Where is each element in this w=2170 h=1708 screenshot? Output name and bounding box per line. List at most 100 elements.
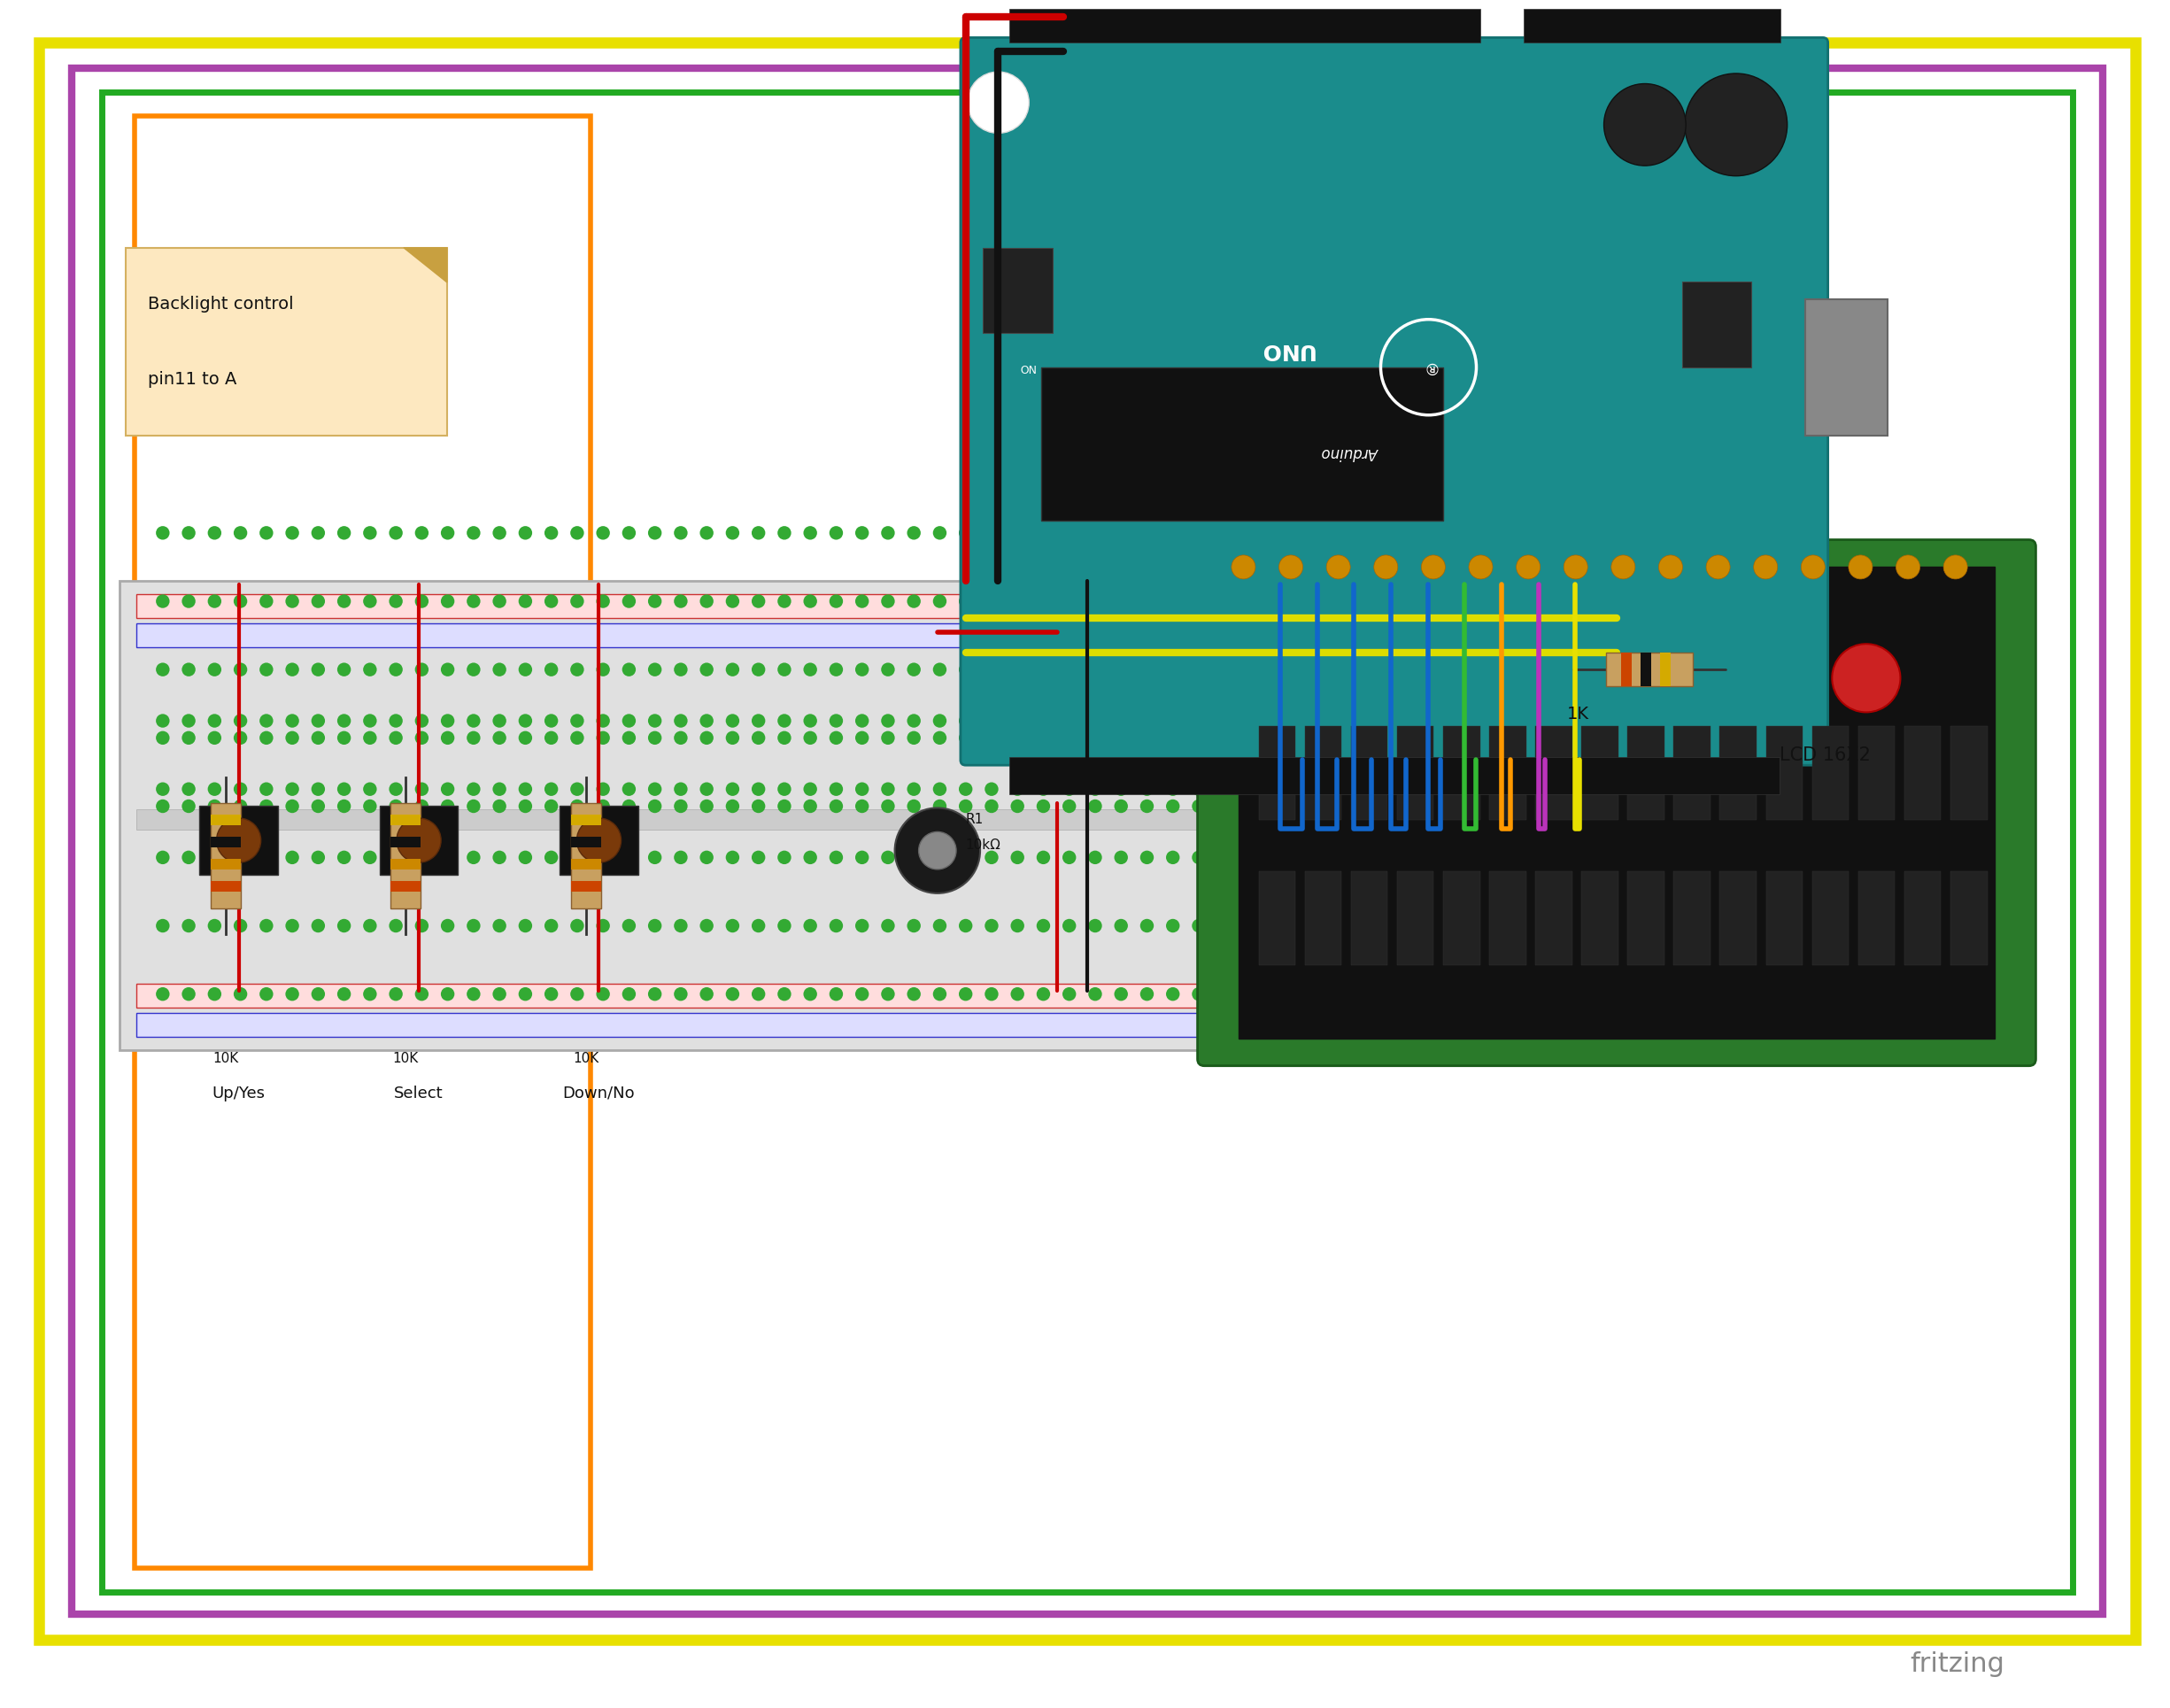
Circle shape (725, 731, 740, 745)
Circle shape (881, 851, 894, 864)
Circle shape (310, 714, 326, 728)
Circle shape (1478, 714, 1491, 728)
Circle shape (1452, 987, 1465, 1001)
Circle shape (1478, 731, 1491, 745)
Circle shape (493, 526, 506, 540)
Circle shape (751, 714, 766, 728)
FancyBboxPatch shape (961, 38, 1827, 765)
Circle shape (1400, 919, 1413, 933)
Circle shape (1684, 663, 1697, 676)
Circle shape (985, 919, 998, 933)
Bar (1628, 726, 1664, 820)
Circle shape (571, 987, 584, 1001)
Circle shape (388, 799, 404, 813)
Circle shape (1400, 782, 1413, 796)
Circle shape (1113, 919, 1128, 933)
Circle shape (545, 731, 558, 745)
Circle shape (777, 526, 792, 540)
Circle shape (803, 987, 818, 1001)
Circle shape (208, 851, 221, 864)
Circle shape (1374, 782, 1387, 796)
Text: UNO: UNO (1259, 340, 1313, 360)
Circle shape (234, 663, 247, 676)
Circle shape (1684, 782, 1697, 796)
Circle shape (777, 663, 792, 676)
Circle shape (260, 714, 273, 728)
Circle shape (1554, 851, 1569, 864)
Circle shape (182, 799, 195, 813)
Text: 10K: 10K (213, 1052, 239, 1066)
Circle shape (751, 799, 766, 813)
Circle shape (1502, 714, 1517, 728)
Bar (137, 623, 1784, 647)
Circle shape (829, 663, 842, 676)
Circle shape (1374, 714, 1387, 728)
Circle shape (959, 782, 972, 796)
Circle shape (777, 782, 792, 796)
Circle shape (1322, 594, 1335, 608)
Circle shape (217, 818, 260, 863)
Circle shape (1632, 799, 1645, 813)
Circle shape (1452, 731, 1465, 745)
Circle shape (467, 714, 480, 728)
Bar (1673, 726, 1710, 820)
Circle shape (1632, 731, 1645, 745)
Circle shape (675, 526, 688, 540)
Circle shape (985, 799, 998, 813)
Circle shape (1063, 987, 1076, 1001)
Circle shape (260, 799, 273, 813)
Circle shape (699, 851, 714, 864)
Circle shape (933, 594, 946, 608)
Circle shape (1426, 851, 1439, 864)
Circle shape (933, 851, 946, 864)
Circle shape (1736, 782, 1749, 796)
Circle shape (1897, 555, 1920, 579)
Circle shape (234, 782, 247, 796)
Circle shape (310, 919, 326, 933)
Circle shape (699, 663, 714, 676)
Circle shape (571, 594, 584, 608)
Circle shape (1269, 663, 1282, 676)
Bar (210, 803, 241, 909)
Circle shape (493, 851, 506, 864)
Circle shape (336, 782, 352, 796)
Circle shape (623, 987, 636, 1001)
Circle shape (1684, 731, 1697, 745)
Circle shape (1243, 851, 1256, 864)
Circle shape (1710, 987, 1723, 1001)
Circle shape (1632, 851, 1645, 864)
Circle shape (1011, 663, 1024, 676)
Circle shape (1400, 663, 1413, 676)
Circle shape (1554, 594, 1569, 608)
Bar (391, 803, 421, 909)
Text: Up/Yes: Up/Yes (213, 1085, 265, 1102)
Circle shape (156, 663, 169, 676)
Circle shape (649, 714, 662, 728)
Bar (1805, 299, 1888, 436)
Circle shape (1063, 594, 1076, 608)
Circle shape (1063, 663, 1076, 676)
Circle shape (829, 851, 842, 864)
Circle shape (855, 594, 868, 608)
Circle shape (1502, 663, 1517, 676)
Circle shape (1165, 714, 1180, 728)
Circle shape (1011, 919, 1024, 933)
Circle shape (1243, 663, 1256, 676)
Circle shape (362, 851, 378, 864)
Circle shape (1230, 555, 1256, 579)
Circle shape (467, 731, 480, 745)
Circle shape (441, 663, 454, 676)
Circle shape (414, 731, 430, 745)
Circle shape (1517, 555, 1541, 579)
Circle shape (725, 782, 740, 796)
Circle shape (1063, 919, 1076, 933)
Circle shape (777, 851, 792, 864)
Circle shape (493, 594, 506, 608)
Circle shape (1606, 782, 1621, 796)
Circle shape (441, 526, 454, 540)
Bar (1397, 726, 1434, 820)
Circle shape (985, 851, 998, 864)
Circle shape (907, 731, 920, 745)
Circle shape (803, 663, 818, 676)
Circle shape (699, 731, 714, 745)
